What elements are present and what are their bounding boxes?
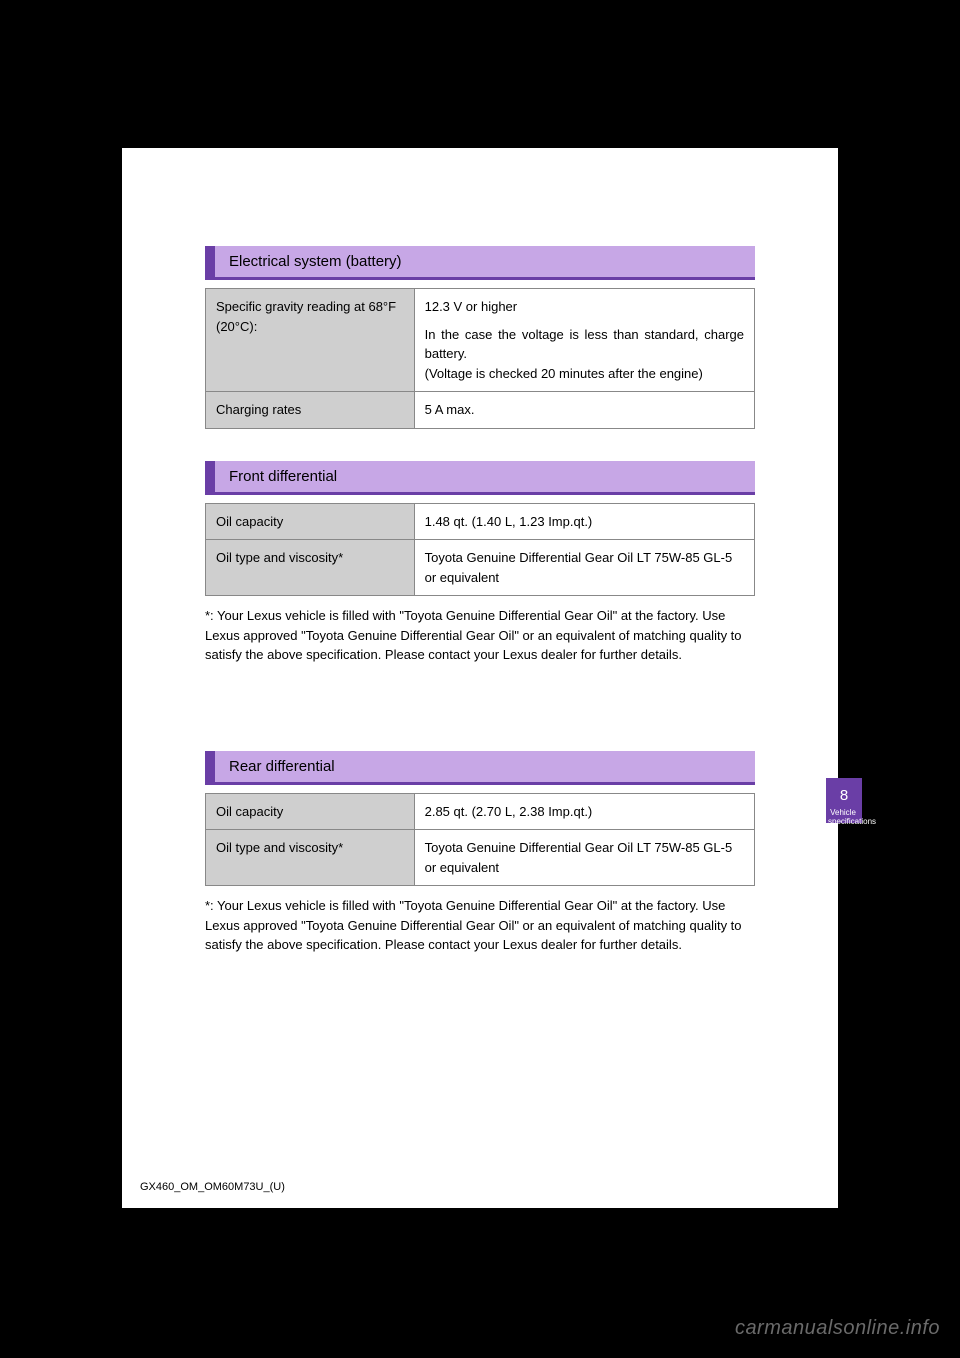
spec-label: Charging rates — [206, 392, 415, 429]
table-row: Oil capacity 2.85 qt. (2.70 L, 2.38 Imp.… — [206, 793, 755, 830]
spec-value: Toyota Genuine Differential Gear Oil LT … — [414, 830, 754, 886]
spec-table-rear-diff: Oil capacity 2.85 qt. (2.70 L, 2.38 Imp.… — [205, 793, 755, 887]
footnote-rear-diff: *: Your Lexus vehicle is filled with "To… — [205, 896, 755, 955]
page-content: Electrical system (battery) Specific gra… — [122, 148, 838, 1208]
footnote-front-diff: *: Your Lexus vehicle is filled with "To… — [205, 606, 755, 665]
spec-table-electrical: Specific gravity reading at 68°F (20°C):… — [205, 288, 755, 429]
value-line: (Voltage is checked 20 minutes after the… — [425, 364, 744, 384]
table-row: Specific gravity reading at 68°F (20°C):… — [206, 289, 755, 392]
chapter-tab-label: Vehicle specifications — [828, 808, 858, 826]
value-line: In the case the voltage is less than sta… — [425, 325, 744, 364]
spec-label: Specific gravity reading at 68°F (20°C): — [206, 289, 415, 392]
value-line: 12.3 V or higher — [425, 297, 744, 317]
table-row: Oil capacity 1.48 qt. (1.40 L, 1.23 Imp.… — [206, 503, 755, 540]
spec-value: 1.48 qt. (1.40 L, 1.23 Imp.qt.) — [414, 503, 754, 540]
spec-label: Oil type and viscosity* — [206, 830, 415, 886]
spec-value: 2.85 qt. (2.70 L, 2.38 Imp.qt.) — [414, 793, 754, 830]
spec-label: Oil type and viscosity* — [206, 540, 415, 596]
spec-value: 12.3 V or higher In the case the voltage… — [414, 289, 754, 392]
section-header-rear-diff: Rear differential — [205, 751, 755, 785]
table-row: Oil type and viscosity* Toyota Genuine D… — [206, 540, 755, 596]
watermark: carmanualsonline.info — [735, 1317, 940, 1340]
spec-label: Oil capacity — [206, 503, 415, 540]
spec-value: Toyota Genuine Differential Gear Oil LT … — [414, 540, 754, 596]
spec-label: Oil capacity — [206, 793, 415, 830]
spacer — [425, 317, 744, 325]
spec-value: 5 A max. — [414, 392, 754, 429]
table-row: Oil type and viscosity* Toyota Genuine D… — [206, 830, 755, 886]
table-row: Charging rates 5 A max. — [206, 392, 755, 429]
chapter-tab-number: 8 — [840, 787, 848, 804]
spec-table-front-diff: Oil capacity 1.48 qt. (1.40 L, 1.23 Imp.… — [205, 503, 755, 597]
footer-code: GX460_OM_OM60M73U_(U) — [140, 1181, 285, 1193]
section-header-front-diff: Front differential — [205, 461, 755, 495]
section-header-electrical: Electrical system (battery) — [205, 246, 755, 280]
